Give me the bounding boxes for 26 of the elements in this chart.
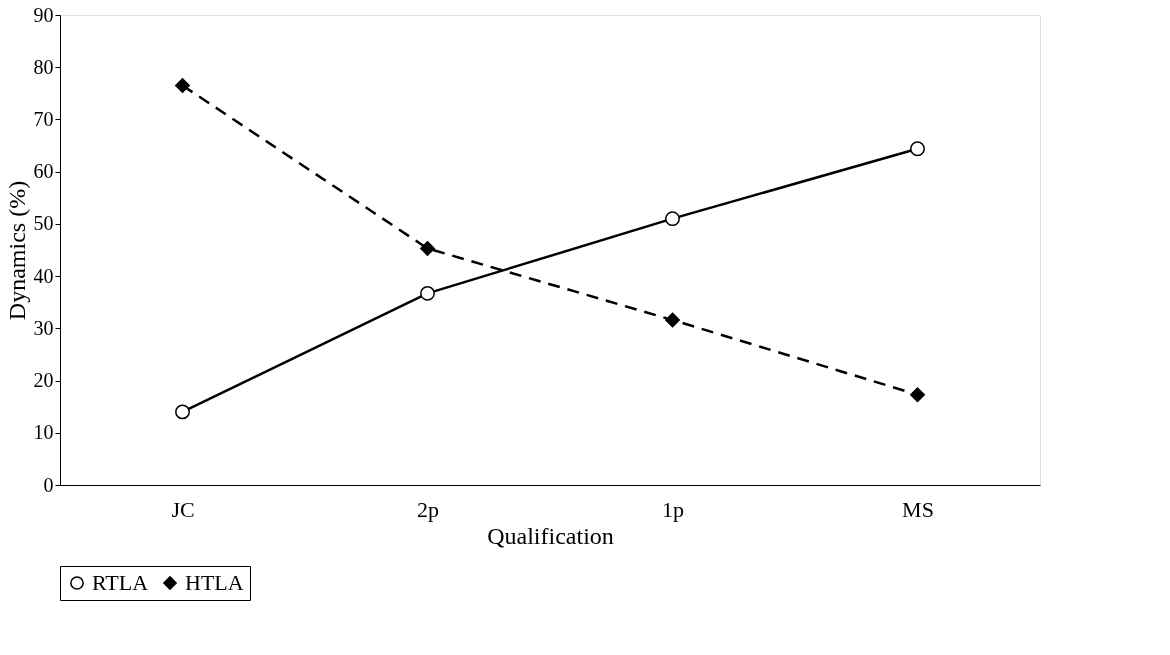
y-axis-title: Dynamics (%) — [3, 180, 30, 321]
point — [665, 211, 680, 227]
point — [175, 404, 190, 420]
x-tick-label: MS — [902, 496, 934, 522]
y-tick-label: 30 — [33, 316, 54, 339]
point — [665, 312, 680, 328]
x-tick-label: 1p — [662, 496, 684, 522]
y-tick-label: 20 — [33, 369, 54, 392]
point — [910, 141, 925, 157]
point — [420, 285, 435, 301]
point — [175, 78, 190, 93]
y-tick-label: 90 — [33, 3, 54, 26]
y-tick-label: 70 — [33, 107, 54, 130]
y-tick-label: 50 — [33, 212, 54, 235]
point — [910, 387, 925, 403]
y-tick-label: 40 — [33, 264, 54, 287]
x-tick-label: JC — [171, 496, 195, 522]
y-tick-label: 10 — [33, 421, 54, 444]
y-tick-label: 0 — [43, 473, 54, 496]
y-tick-label: 80 — [33, 55, 54, 78]
legend-label: RTLA — [92, 570, 149, 595]
y-tick-label: 60 — [33, 160, 54, 183]
x-tick-label: 2p — [417, 496, 439, 522]
point — [420, 240, 435, 256]
x-axis-title: Qualification — [487, 522, 614, 549]
legend-label: HTLA — [185, 570, 244, 595]
